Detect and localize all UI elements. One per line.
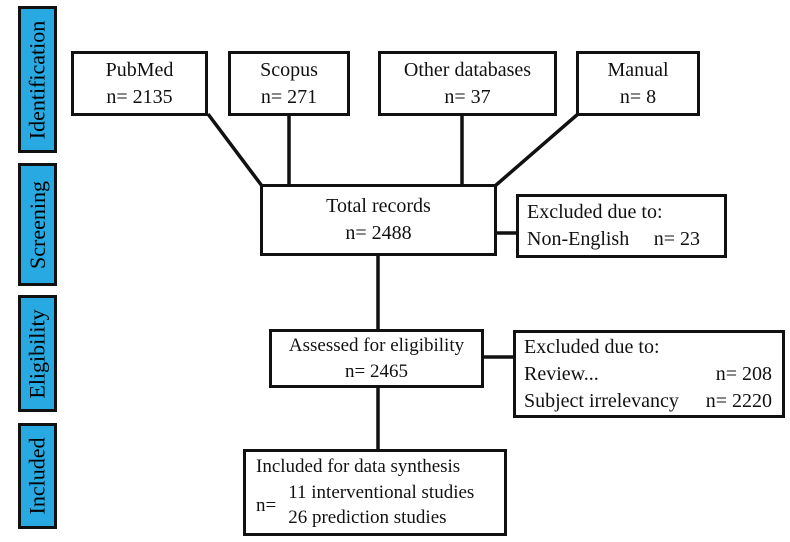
stage-screening: Screening (18, 163, 57, 286)
connector-pubmed-total (206, 112, 264, 188)
source-box-manual: Manual n= 8 (576, 51, 700, 116)
stage-identification: Identification (18, 6, 57, 153)
assessed-count: n= 2465 (345, 360, 408, 382)
excluded-eligibility-title: Excluded due to: (524, 335, 660, 358)
stage-identification-label: Identification (24, 20, 50, 139)
excluded-eligibility-box: Excluded due to: Review... n= 208 Subjec… (513, 330, 785, 418)
stage-included: Included (18, 423, 57, 529)
stage-included-label: Included (24, 437, 50, 515)
source-manual-count: n= 8 (619, 85, 657, 108)
excluded-eligibility-reason-label: Subject irrelevancy (524, 389, 679, 412)
source-box-pubmed: PubMed n= 2135 (71, 51, 208, 116)
connector-manual-total (493, 112, 580, 188)
stage-eligibility: Eligibility (18, 295, 57, 412)
included-synthesis-counts: n= 11 interventional studies 26 predicti… (252, 480, 498, 531)
excluded-eligibility-reason: Subject irrelevancy n= 2220 (524, 388, 774, 415)
included-synthesis-count-prefix: n= (256, 494, 277, 516)
total-records-label: Total records (326, 195, 431, 217)
source-other-databases-label: Other databases (403, 58, 532, 81)
excluded-screening-reason-count: n= 23 (653, 228, 700, 250)
excluded-screening-box: Excluded due to: Non-English n= 23 (516, 194, 727, 258)
source-manual-label: Manual (607, 58, 669, 81)
included-synthesis-items: 11 interventional studies 26 prediction … (288, 480, 474, 531)
stage-eligibility-label: Eligibility (24, 308, 50, 399)
total-records-count: n= 2488 (345, 222, 412, 244)
source-scopus-label: Scopus (260, 58, 318, 81)
source-box-scopus: Scopus n= 271 (228, 51, 350, 116)
source-other-databases-count: n= 37 (444, 85, 491, 108)
included-synthesis-item: 26 prediction studies (288, 507, 447, 529)
source-pubmed-label: PubMed (105, 58, 174, 81)
source-box-other-databases: Other databases n= 37 (378, 51, 557, 116)
excluded-eligibility-reason-count: n= 2220 (705, 389, 772, 412)
assessed-label: Assessed for eligibility (288, 334, 465, 356)
excluded-screening-reason-label: Non-English (527, 228, 630, 250)
assessed-box: Assessed for eligibility n= 2465 (269, 329, 484, 388)
excluded-eligibility-reason-label: Review... (524, 362, 599, 385)
source-pubmed-count: n= 2135 (106, 85, 173, 108)
excluded-eligibility-reason: Review... n= 208 (524, 361, 774, 388)
included-synthesis-label: Included for data synthesis (256, 456, 461, 478)
stage-screening-label: Screening (24, 180, 50, 269)
included-synthesis-item: 11 interventional studies (288, 481, 475, 503)
excluded-eligibility-reason-count: n= 208 (715, 362, 772, 385)
total-records-box: Total records n= 2488 (260, 184, 497, 256)
excluded-screening-title: Excluded due to: (527, 201, 663, 223)
source-scopus-count: n= 271 (260, 85, 318, 108)
included-synthesis-box: Included for data synthesis n= 11 interv… (243, 449, 507, 536)
excluded-screening-reason: Non-English n= 23 (527, 226, 716, 253)
